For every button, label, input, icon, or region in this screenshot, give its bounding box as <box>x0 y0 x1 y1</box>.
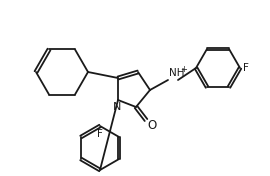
Text: F: F <box>243 63 249 73</box>
Text: NH: NH <box>169 68 184 78</box>
Text: N: N <box>113 102 121 112</box>
Text: +: + <box>180 65 187 74</box>
Text: O: O <box>147 119 156 132</box>
Text: F: F <box>97 129 103 139</box>
